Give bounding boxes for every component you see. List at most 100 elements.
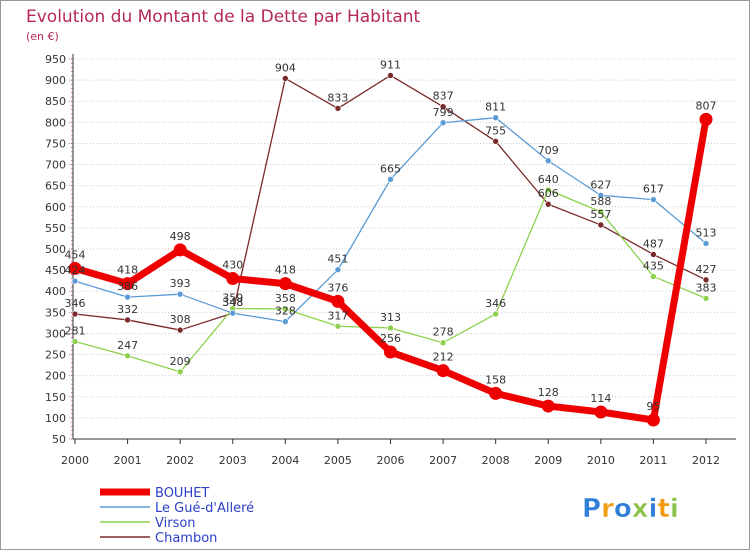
x-tick-label: 2003 — [219, 454, 247, 467]
series-point-0 — [594, 405, 608, 419]
series-point-1 — [702, 240, 710, 247]
proxiti-logo-text: Proxiti — [582, 494, 679, 524]
data-label: 606 — [538, 187, 559, 200]
series-point-1 — [334, 266, 342, 273]
data-label: 348 — [222, 296, 243, 309]
axes — [69, 54, 736, 444]
x-tick-label: 2010 — [587, 454, 615, 467]
data-label: 114 — [590, 392, 611, 405]
x-tick-label: 2001 — [114, 454, 142, 467]
data-label: 209 — [170, 355, 191, 368]
data-label: 95 — [646, 400, 660, 413]
data-label: 256 — [380, 332, 401, 345]
series-point-3 — [176, 326, 184, 334]
y-tick-label: 50 — [52, 433, 66, 446]
legend-label: Chambon — [155, 531, 217, 546]
data-label: 665 — [380, 162, 401, 175]
data-label: 640 — [538, 173, 559, 186]
y-tick-label: 500 — [45, 243, 66, 256]
series-point-0 — [173, 243, 187, 257]
chart-subtitle: (en €) — [26, 30, 59, 43]
series-point-1 — [124, 293, 131, 301]
series-point-2 — [702, 295, 710, 302]
data-label: 435 — [643, 259, 664, 272]
x-tick-label: 2004 — [271, 454, 299, 467]
series-point-0 — [436, 364, 450, 378]
series-point-2 — [387, 324, 394, 332]
series-point-0 — [331, 294, 345, 308]
data-label: 313 — [380, 311, 401, 324]
data-label: 588 — [590, 195, 611, 208]
y-tick-label: 150 — [45, 391, 66, 404]
series-point-1 — [492, 114, 499, 121]
series-point-2 — [544, 186, 552, 194]
series-point-2 — [597, 208, 605, 216]
data-label: 627 — [590, 178, 611, 191]
data-label: 811 — [485, 101, 506, 114]
data-label: 617 — [643, 183, 664, 196]
y-tick-label: 950 — [45, 53, 66, 66]
x-tick-label: 2002 — [166, 454, 194, 467]
y-tick-label: 750 — [45, 137, 66, 150]
series-point-0 — [384, 345, 397, 359]
data-label: 317 — [327, 309, 348, 322]
series-point-1 — [597, 192, 605, 199]
series-point-3 — [597, 221, 605, 229]
y-tick-labels: 50 100 150 200 250 300 350 400 450 500 550 600 650 70… — [45, 53, 66, 446]
data-label: 359 — [222, 292, 243, 305]
y-tick-label: 250 — [45, 349, 66, 362]
legend-label: Virson — [155, 516, 196, 531]
data-label: 833 — [327, 91, 348, 104]
series-point-1 — [650, 196, 657, 203]
legend-label: Le Gué-d'Alleré — [155, 501, 254, 516]
data-label: 383 — [696, 281, 717, 294]
x-tick-label: 2012 — [692, 454, 720, 467]
data-label: 911 — [380, 58, 401, 71]
data-label: 837 — [433, 90, 454, 103]
y-tick-label: 100 — [45, 412, 66, 425]
grid-lines — [75, 58, 736, 440]
x-tick-label: 2005 — [324, 454, 352, 467]
y-tick-label: 450 — [45, 264, 66, 277]
x-tick-label: 2006 — [377, 454, 405, 467]
y-tick-label: 350 — [45, 306, 66, 319]
data-label: 346 — [65, 297, 86, 310]
series-point-2 — [650, 273, 657, 280]
data-label: 386 — [117, 280, 138, 293]
x-tick-label: 2000 — [61, 454, 89, 467]
data-label: 308 — [170, 313, 191, 326]
series-point-3 — [492, 138, 499, 145]
series-point-3 — [282, 75, 289, 82]
y-tick-label: 650 — [45, 180, 66, 193]
data-label: 498 — [170, 230, 191, 243]
y-tick-label: 400 — [45, 285, 66, 298]
data-label: 451 — [327, 253, 348, 266]
x-tick-labels: 2000 2001 2002 2003 2004 2005 2006 2007 2008 2009… — [61, 454, 720, 467]
legend-label: BOUHET — [155, 486, 209, 501]
chart-title: Evolution du Montant de la Dette par Hab… — [26, 7, 421, 27]
series-point-0 — [489, 386, 503, 400]
data-label: 418 — [117, 264, 138, 277]
series-point-0 — [68, 261, 82, 275]
series-point-1 — [544, 157, 552, 165]
data-label: 247 — [117, 339, 138, 352]
series-point-3 — [544, 200, 552, 208]
series-point-0 — [541, 399, 555, 413]
data-label: 158 — [485, 373, 506, 386]
data-label: 799 — [433, 106, 454, 119]
y-tick-label: 850 — [45, 95, 66, 108]
series-point-0 — [121, 277, 135, 291]
series-point-1 — [176, 290, 184, 298]
series-point-1 — [387, 176, 394, 183]
data-label: 430 — [222, 259, 243, 272]
data-label: 427 — [696, 263, 717, 276]
data-label: 348 — [222, 296, 243, 309]
data-label: 278 — [433, 326, 454, 339]
series-point-2 — [282, 305, 289, 313]
series-point-3 — [650, 251, 657, 258]
data-label: 332 — [117, 303, 138, 316]
y-tick-label: 550 — [45, 222, 66, 235]
series-point-3 — [334, 105, 342, 112]
series-point-2 — [334, 322, 342, 330]
